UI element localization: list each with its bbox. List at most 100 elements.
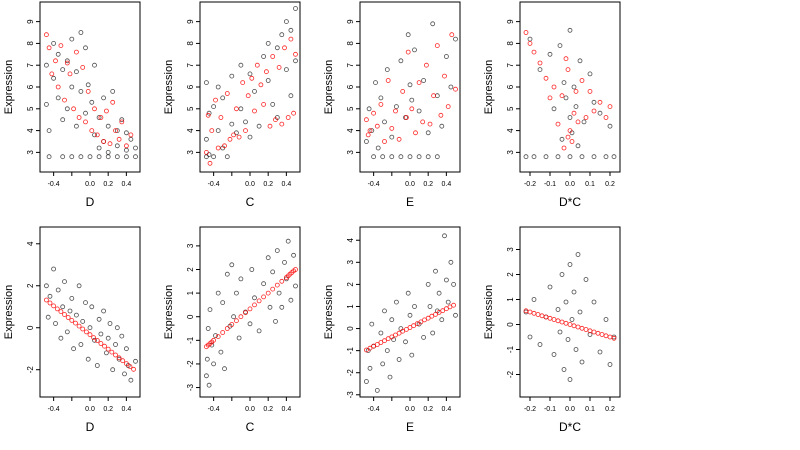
data-point xyxy=(384,348,390,354)
data-point xyxy=(523,154,529,160)
data-point xyxy=(89,128,95,134)
data-point xyxy=(51,303,56,309)
y-tick-label: 1 xyxy=(346,304,355,309)
data-point xyxy=(107,141,113,147)
data-point xyxy=(531,310,537,316)
data-point xyxy=(64,329,70,335)
data-point xyxy=(261,102,267,107)
data-point xyxy=(453,36,458,42)
x-tick-label: 0.0 xyxy=(405,406,415,413)
data-point xyxy=(363,139,369,144)
panel-2: -0.4 0.0 0.2 0.4 3 4 5 6 7 8 9 C Expression xyxy=(163,1,301,209)
data-point xyxy=(382,308,387,314)
y-tick-label: 6 xyxy=(26,84,35,89)
data-point xyxy=(421,334,427,340)
data-point xyxy=(83,110,88,116)
y-tick-label: 5 xyxy=(186,106,195,111)
data-point xyxy=(80,318,86,324)
y-tick-label: 6 xyxy=(346,84,355,89)
y-tick-label: 3 xyxy=(186,243,195,248)
data-point xyxy=(591,329,597,335)
data-point xyxy=(405,49,411,55)
data-point xyxy=(256,298,262,304)
data-point xyxy=(89,304,95,310)
data-point xyxy=(571,110,577,116)
data-point xyxy=(243,119,248,125)
data-point xyxy=(393,104,399,109)
data-point xyxy=(561,367,567,372)
data-point xyxy=(427,304,433,309)
data-point xyxy=(611,335,617,341)
data-point xyxy=(110,367,116,373)
data-point xyxy=(448,84,454,90)
data-point xyxy=(104,108,109,114)
plot-frame xyxy=(199,1,301,173)
x-tick-label: 0.0 xyxy=(85,181,95,188)
data-point xyxy=(567,262,573,267)
y-tick-label: 4 xyxy=(186,128,195,133)
data-point xyxy=(559,319,565,325)
data-point xyxy=(543,75,549,81)
y-axis-label: Expression xyxy=(163,60,175,114)
data-point xyxy=(571,84,577,90)
data-point xyxy=(611,154,617,160)
data-point xyxy=(276,290,282,296)
data-point xyxy=(133,145,138,151)
data-point xyxy=(431,93,437,99)
data-point xyxy=(120,358,126,364)
data-point xyxy=(113,128,118,134)
data-point xyxy=(575,324,581,330)
data-point xyxy=(369,128,375,134)
data-point xyxy=(243,310,248,316)
data-point xyxy=(44,62,49,68)
data-point xyxy=(105,149,111,155)
data-point xyxy=(396,330,402,336)
y-axis-label: Expression xyxy=(3,60,15,114)
x-tick-label: 0.0 xyxy=(245,181,255,188)
data-point xyxy=(62,97,67,103)
y-tick-label: 8 xyxy=(186,41,195,46)
data-point xyxy=(116,355,122,361)
x-tick-label: 0.0 xyxy=(405,181,415,188)
data-point xyxy=(76,283,82,289)
data-point xyxy=(393,299,399,305)
data-point xyxy=(273,117,278,123)
data-point xyxy=(282,45,287,51)
data-point xyxy=(591,154,597,160)
x-axis-label: D xyxy=(86,195,95,209)
data-point xyxy=(535,312,541,317)
data-point xyxy=(547,51,553,57)
data-point xyxy=(382,119,387,125)
data-point xyxy=(71,106,76,112)
data-point xyxy=(274,282,280,288)
series-fitted xyxy=(203,36,298,166)
data-point xyxy=(78,89,84,94)
data-point xyxy=(398,154,404,160)
data-point xyxy=(96,115,102,120)
x-tick-label: 0.4 xyxy=(441,406,451,413)
data-point xyxy=(393,108,398,114)
series-fitted xyxy=(363,32,458,144)
x-tick-label: -0.4 xyxy=(48,406,60,413)
data-point xyxy=(587,89,593,94)
x-tick-label: 0.2 xyxy=(103,181,113,188)
data-point xyxy=(563,299,569,305)
data-point xyxy=(418,319,424,325)
data-point xyxy=(567,115,573,120)
data-point xyxy=(543,314,549,320)
data-point xyxy=(573,347,579,352)
x-tick-label: -0.2 xyxy=(524,181,536,188)
x-tick-label: 0.2 xyxy=(103,406,113,413)
data-point xyxy=(265,290,271,296)
panel-5: -0.4 0.0 0.2 0.4 -2 0 2 4 D Expression xyxy=(3,226,141,434)
data-point xyxy=(539,313,545,319)
data-point xyxy=(47,293,53,299)
data-point xyxy=(265,78,271,83)
data-point xyxy=(384,67,390,72)
data-point xyxy=(527,36,533,42)
data-point xyxy=(293,6,298,11)
data-point xyxy=(96,154,102,160)
series-observed xyxy=(203,6,298,160)
data-point xyxy=(254,62,260,68)
